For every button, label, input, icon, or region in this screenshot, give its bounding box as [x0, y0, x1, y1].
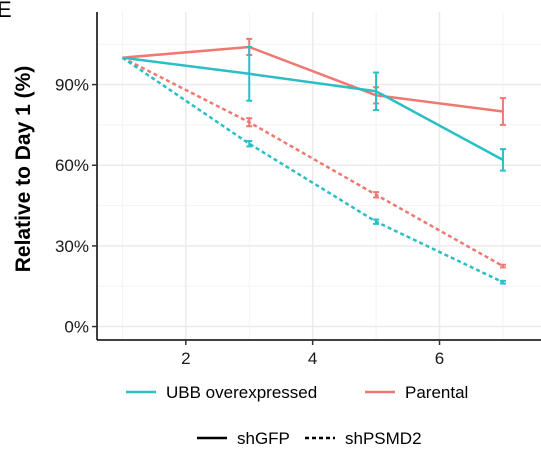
axes: 0% 30% 60% 90% 2 4 6: [55, 12, 541, 368]
series-line: [122, 45, 504, 113]
x-tick-label: 6: [435, 349, 444, 368]
series-line: [122, 56, 504, 161]
legend: UBB overexpressed Parental shGFP shPSMD2: [126, 383, 468, 448]
legend-item-linetype: shPSMD2: [305, 429, 422, 448]
legend-item-color: Parental: [365, 383, 468, 402]
legend-label: shPSMD2: [345, 429, 422, 448]
x-tick-label: 4: [308, 349, 317, 368]
grid: [97, 12, 541, 340]
legend-label: UBB overexpressed: [166, 383, 317, 402]
series-ubb-overexpressed-shgfp: [122, 45, 506, 172]
series-group: [121, 37, 506, 285]
series-ubb-overexpressed-shpsmd2: [121, 56, 506, 285]
x-tick-label: 2: [181, 349, 190, 368]
series-line: [121, 56, 504, 268]
y-tick-label: 60%: [55, 156, 89, 175]
y-tick-label: 30%: [55, 237, 89, 256]
legend-item-linetype: shGFP: [197, 429, 290, 448]
y-axis-title: Relative to Day 1 (%): [12, 66, 35, 273]
y-tick-label: 0%: [64, 318, 89, 337]
series-parental-shpsmd2: [121, 56, 506, 269]
legend-item-color: UBB overexpressed: [126, 383, 317, 402]
series-line: [121, 56, 504, 284]
legend-label: shGFP: [237, 429, 290, 448]
legend-label: Parental: [405, 383, 468, 402]
y-tick-label: 90%: [55, 76, 89, 95]
panel-letter: E: [0, 0, 12, 22]
